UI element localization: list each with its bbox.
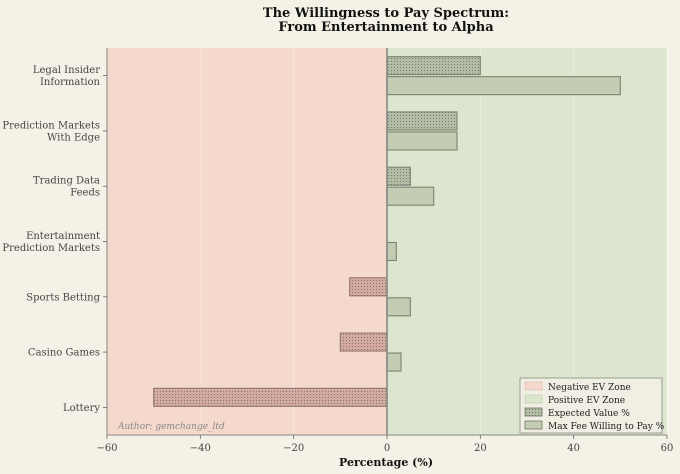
bar-expected-value-hatch-0: [387, 56, 481, 75]
bar-expected-value-hatch-2: [387, 167, 411, 186]
x-tick-label-2: −20: [283, 443, 304, 454]
category-label-1: Prediction Markets With Edge: [2, 120, 100, 143]
x-tick-label-4: 20: [474, 443, 487, 454]
x-tick-label-6: 60: [661, 443, 674, 454]
legend-box: [519, 377, 663, 434]
x-axis-label: Percentage (%): [339, 456, 433, 469]
legend-label-negative-zone: Negative EV Zone: [548, 383, 631, 393]
bar-max-fee-3: [386, 241, 397, 262]
legend-label-expected-value: Expected Value %: [548, 409, 630, 419]
legend-label-max-fee: Max Fee Willing to Pay %: [548, 422, 665, 432]
category-label-line: Information: [40, 77, 101, 88]
bar-expected-value-hatch-6: [153, 388, 387, 407]
category-label-line: With Edge: [47, 132, 100, 143]
category-label-0: Legal Insider Information: [33, 65, 101, 88]
x-tick-label-3: 0: [384, 443, 390, 454]
bar-max-fee-2: [386, 186, 435, 206]
bar-max-fee-1: [386, 131, 458, 151]
legend-swatch-negative-zone: [524, 381, 543, 391]
category-label-line: Feeds: [70, 188, 100, 199]
category-label-6: Lottery: [63, 403, 100, 414]
category-label-line: Lottery: [63, 403, 100, 414]
category-label-line: Trading Data: [33, 176, 100, 187]
category-label-line: Prediction Markets: [2, 120, 100, 131]
legend: Negative EV Zone Positive EV Zone Expect…: [519, 377, 665, 434]
positive-ev-zone: [387, 48, 667, 435]
category-label-4: Sports Betting: [26, 292, 100, 303]
category-label-line: Prediction Markets: [2, 243, 100, 254]
bar-max-fee-0: [386, 76, 621, 96]
negative-ev-zone: [107, 48, 387, 435]
chart-title-line2: From Entertainment to Alpha: [278, 20, 494, 35]
category-label-line: Sports Betting: [26, 292, 100, 303]
category-label-3: Entertainment Prediction Markets: [2, 231, 100, 254]
legend-swatch-max-fee: [524, 420, 543, 430]
x-tick-label-1: −40: [190, 443, 211, 454]
chart-title-line1: The Willingness to Pay Spectrum:: [263, 6, 509, 21]
legend-swatch-expected-value-hatch: [525, 408, 542, 416]
bar-max-fee-4: [386, 297, 411, 317]
bar-max-fee-5: [386, 352, 402, 372]
x-tick-label-0: −60: [96, 443, 117, 454]
author-annotation: Author: gemchange_ltd: [117, 422, 225, 432]
category-label-5: Casino Games: [28, 348, 100, 359]
bar-expected-value-hatch-5: [340, 333, 387, 352]
category-label-line: Entertainment: [26, 231, 100, 242]
category-label-line: Casino Games: [28, 348, 100, 359]
bar-expected-value-hatch-4: [349, 277, 387, 296]
legend-swatch-positive-zone: [524, 394, 543, 404]
category-label-2: Trading Data Feeds: [33, 176, 100, 199]
category-label-line: Legal Insider: [33, 65, 100, 76]
bar-expected-value-hatch-1: [387, 111, 457, 130]
x-tick-label-5: 40: [567, 443, 580, 454]
legend-label-positive-zone: Positive EV Zone: [548, 396, 625, 406]
